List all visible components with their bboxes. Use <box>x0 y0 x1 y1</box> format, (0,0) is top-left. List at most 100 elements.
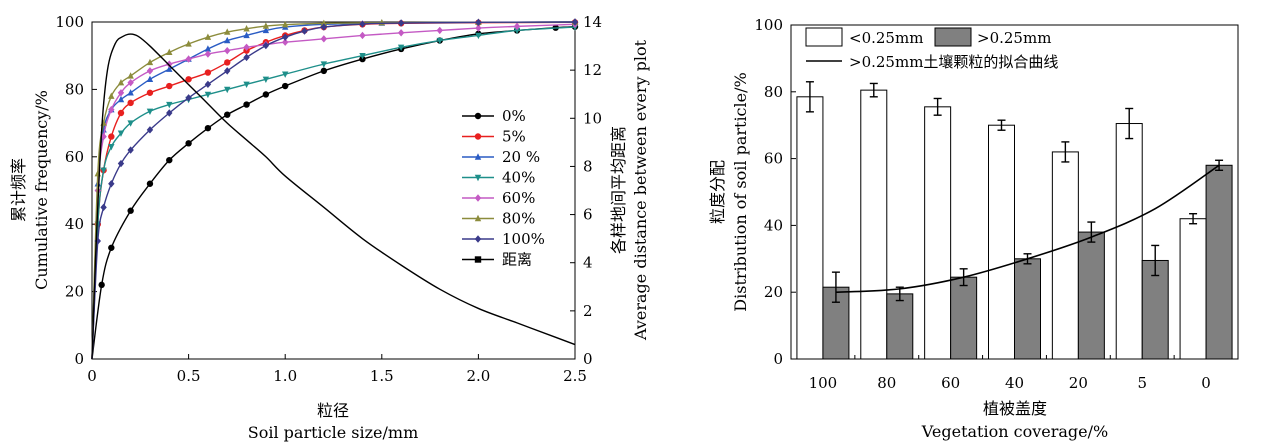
data-point <box>146 108 154 116</box>
legend-entry-3: 20 % <box>462 148 540 166</box>
legend-marker <box>474 133 482 140</box>
data-point <box>127 207 134 214</box>
data-point <box>224 111 231 118</box>
data-point <box>204 80 212 89</box>
bar-group <box>860 82 888 360</box>
legend-entry-fit: >0.25mm土壤颗粒的拟合曲线 <box>806 53 1058 71</box>
right-y-tick-label: 20 <box>764 283 783 301</box>
data-point <box>166 65 173 72</box>
bar <box>1179 218 1207 360</box>
data-point <box>98 281 105 289</box>
data-point <box>146 180 154 187</box>
data-point <box>224 36 231 44</box>
legend-label: 0% <box>502 107 526 125</box>
right-x-tick-label: 40 <box>1005 374 1024 392</box>
right-y-ticks: 0 20 40 60 80 100 <box>754 16 796 368</box>
bar <box>1205 164 1233 360</box>
data-point <box>185 76 192 83</box>
data-point <box>146 58 154 66</box>
data-point <box>224 67 231 75</box>
series-7 <box>91 18 579 360</box>
cumulative-frequency-chart: 0 0.5 1.0 1.5 2.0 2.5 0 20 40 60 80 100 0 2 4 6 8 10 12 1… <box>9 13 650 442</box>
data-point <box>513 22 521 31</box>
right-fit-group <box>835 164 1220 293</box>
bar-group <box>924 97 952 360</box>
data-point <box>224 46 231 55</box>
left-series-group <box>91 18 579 360</box>
bar-group <box>950 268 978 360</box>
data-point <box>224 28 231 35</box>
left-y2-tick-label: 12 <box>583 61 602 79</box>
legend-marker <box>474 194 482 202</box>
legend-label: 20 % <box>502 148 540 166</box>
data-point <box>204 45 212 52</box>
data-point <box>100 167 107 174</box>
data-point <box>94 186 101 195</box>
left-x-tick-label: 1.5 <box>370 367 394 385</box>
data-point <box>320 35 328 43</box>
bar <box>1051 151 1079 360</box>
left-y-tick-label: 80 <box>65 80 84 98</box>
data-point <box>436 26 443 35</box>
bar-group <box>1014 253 1041 360</box>
legend-label: 80% <box>502 210 535 228</box>
data-point <box>108 143 115 151</box>
left-y-tick-label: 20 <box>65 283 84 301</box>
data-point <box>108 244 115 251</box>
left-x-tick-label: 2.5 <box>563 367 587 385</box>
left-y2-tick-label: 2 <box>583 302 593 320</box>
series-8 <box>91 33 576 360</box>
bar <box>1014 258 1041 360</box>
data-point <box>262 91 270 98</box>
left-y-tick-label: 100 <box>55 13 84 31</box>
bar <box>988 124 1015 360</box>
left-y-label-cn: 累计频率 <box>9 158 28 222</box>
data-point <box>320 61 328 68</box>
legend-entry-1: 0% <box>462 107 526 125</box>
series-5 <box>91 20 579 360</box>
legend-entry-gt: >0.25mm <box>934 27 1051 47</box>
legend-entry-7: 100% <box>462 230 545 248</box>
data-point <box>166 156 173 164</box>
right-x-tick-label: 100 <box>809 374 838 392</box>
data-point <box>108 92 115 99</box>
data-point <box>243 81 250 89</box>
bar <box>1077 231 1105 360</box>
right-y-tick-label: 100 <box>754 16 783 34</box>
data-point <box>117 109 125 117</box>
data-point <box>185 94 192 102</box>
data-point <box>262 41 270 50</box>
bar <box>886 293 914 360</box>
bar-group <box>1077 221 1105 360</box>
legend-label: >0.25mm <box>977 29 1051 47</box>
left-x-tick-label: 1.0 <box>273 367 297 385</box>
legend-label: 60% <box>502 189 535 207</box>
bar-group <box>886 286 914 360</box>
data-point <box>127 72 134 79</box>
data-point <box>475 32 482 40</box>
data-point <box>571 18 579 26</box>
left-y2-tick-label: 8 <box>583 157 593 175</box>
data-point <box>204 50 212 58</box>
data-point <box>397 29 405 37</box>
right-x-label-cn: 植被盖度 <box>983 399 1047 418</box>
legend-entry-4: 40% <box>462 169 535 187</box>
bar <box>950 276 978 360</box>
bar <box>796 96 824 360</box>
series-line <box>91 33 576 360</box>
data-point <box>397 19 405 27</box>
data-point <box>282 20 289 28</box>
bar-group <box>796 81 824 360</box>
data-point <box>127 78 134 87</box>
legend-label: 距离 <box>502 251 532 269</box>
data-point <box>359 20 366 28</box>
legend-label: >0.25mm土壤颗粒的拟合曲线 <box>849 53 1058 71</box>
data-point <box>475 24 482 32</box>
right-y-label-en: Distribution of soil particle/% <box>731 72 750 311</box>
left-y-tick-label: 60 <box>65 148 84 166</box>
left-y2-tick-label: 14 <box>583 13 602 31</box>
data-point <box>117 89 125 97</box>
right-x-ticks: 100 80 60 40 20 5 0 <box>809 355 1239 392</box>
bar <box>1115 123 1143 360</box>
